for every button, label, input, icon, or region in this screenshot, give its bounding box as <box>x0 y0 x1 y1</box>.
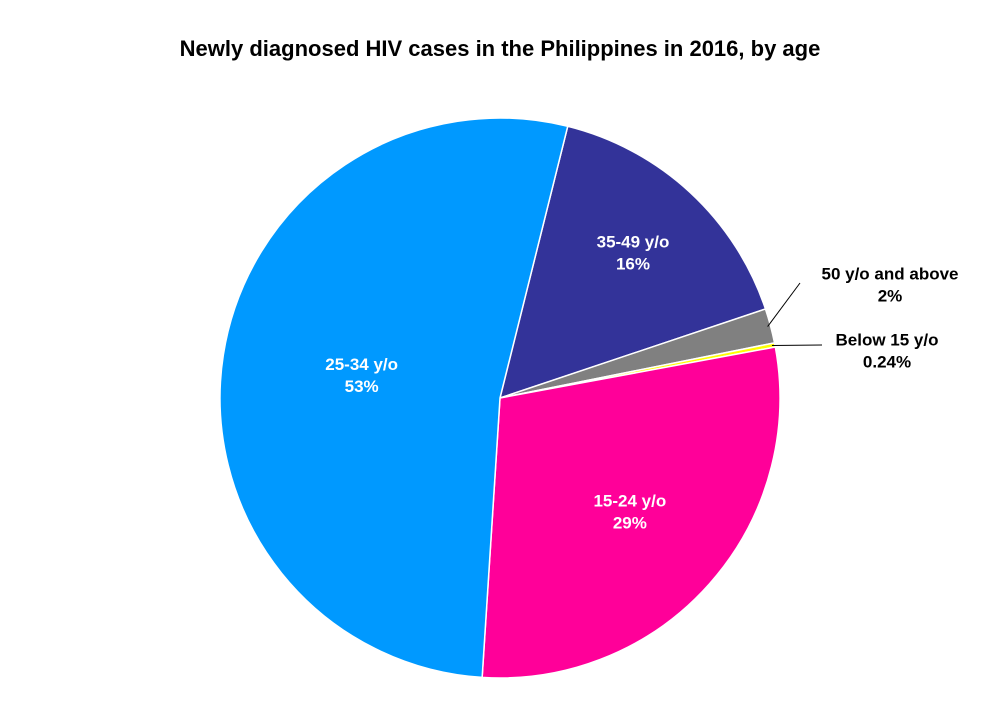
leader-line <box>771 344 823 347</box>
value-label: 53% <box>345 377 379 396</box>
value-label: 2% <box>878 286 903 305</box>
pie-slice <box>481 346 781 679</box>
slice-label: 25-34 y/o <box>325 355 398 374</box>
slice-label: 15-24 y/o <box>593 492 666 511</box>
value-label: 29% <box>613 514 647 533</box>
value-label: 16% <box>616 255 650 274</box>
value-label: 0.24% <box>863 352 911 371</box>
leader-line <box>767 282 801 327</box>
slice-label: 35-49 y/o <box>597 233 670 252</box>
pie-slice <box>498 125 767 400</box>
slice-label: Below 15 y/o <box>836 330 939 349</box>
slice-label: 50 y/o and above <box>822 264 959 283</box>
pie-slice <box>219 117 569 679</box>
chart-title: Newly diagnosed HIV cases in the Philipp… <box>180 36 821 61</box>
